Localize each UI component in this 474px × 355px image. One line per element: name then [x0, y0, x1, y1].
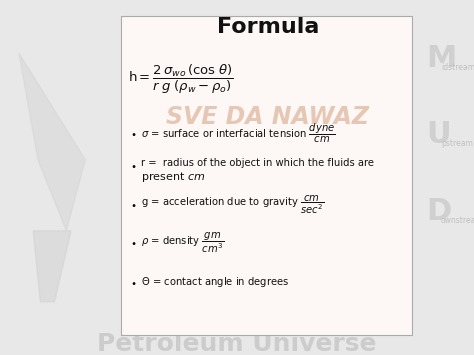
Text: $\bullet$: $\bullet$: [130, 237, 137, 247]
Text: ownstream: ownstream: [441, 216, 474, 225]
Text: M: M: [427, 44, 457, 73]
Text: $\sigma$ = surface or interfacial tension $\dfrac{\mathit{dyne}}{\mathit{cm}}$: $\sigma$ = surface or interfacial tensio…: [141, 121, 336, 145]
Text: $\Theta$ = contact angle in degrees: $\Theta$ = contact angle in degrees: [141, 275, 290, 289]
Text: SVE DA NAWAZ: SVE DA NAWAZ: [166, 105, 369, 129]
Text: g = acceleration due to gravity $\dfrac{\mathit{cm}}{\mathit{sec}^2}$: g = acceleration due to gravity $\dfrac{…: [141, 193, 325, 215]
Text: $\bullet$: $\bullet$: [130, 277, 137, 287]
Text: D: D: [427, 197, 452, 226]
Polygon shape: [33, 231, 71, 302]
Text: present $\mathbf{\mathit{cm}}$: present $\mathbf{\mathit{cm}}$: [141, 170, 206, 184]
Text: U: U: [427, 120, 451, 149]
Text: pstream: pstream: [441, 139, 473, 148]
Text: r =  radius of the object in which the fluids are: r = radius of the object in which the fl…: [141, 158, 374, 168]
Text: $\rho$ = density $\dfrac{\mathit{gm}}{\mathit{cm}^3}$: $\rho$ = density $\dfrac{\mathit{gm}}{\m…: [141, 230, 225, 255]
Text: $\bullet$: $\bullet$: [130, 199, 137, 209]
Text: $\bullet$: $\bullet$: [130, 128, 137, 138]
Text: $\mathdefault{h} = \dfrac{2\,\sigma_{wo}\,(\mathrm{cos}\;\theta)}{r\;g\;(\rho_w : $\mathdefault{h} = \dfrac{2\,\sigma_{wo}…: [128, 63, 234, 97]
Polygon shape: [19, 53, 85, 231]
Text: Petroleum Universe: Petroleum Universe: [97, 332, 377, 355]
Text: Formula: Formula: [217, 17, 319, 37]
Text: $\bullet$: $\bullet$: [130, 160, 137, 170]
Text: idstream: idstream: [441, 63, 474, 72]
FancyBboxPatch shape: [121, 16, 412, 335]
